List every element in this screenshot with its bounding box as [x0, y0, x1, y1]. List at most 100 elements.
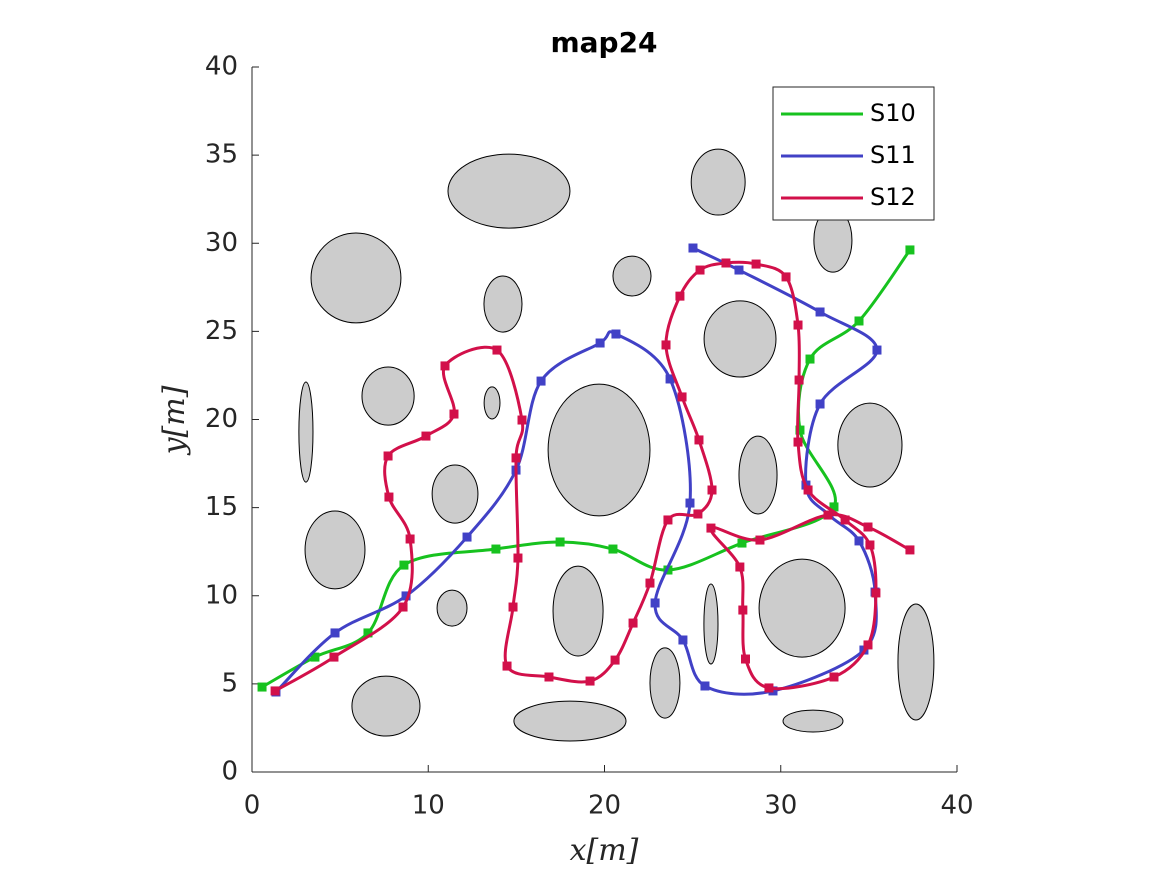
marker	[803, 485, 813, 495]
y-tick-label: 40	[205, 52, 238, 82]
x-tick-label: 40	[940, 791, 973, 821]
marker	[694, 435, 704, 445]
marker	[735, 562, 745, 572]
marker	[815, 307, 825, 317]
marker	[707, 485, 717, 495]
marker	[755, 535, 765, 545]
marker	[677, 392, 687, 402]
marker	[544, 672, 554, 682]
obstacle	[837, 402, 903, 488]
y-tick-label: 25	[205, 316, 238, 346]
obstacle	[351, 675, 421, 737]
marker	[734, 265, 744, 275]
marker	[685, 498, 695, 508]
marker	[663, 515, 673, 525]
marker	[536, 376, 546, 386]
marker	[840, 515, 850, 525]
marker	[863, 522, 873, 532]
marker	[751, 259, 761, 269]
marker	[610, 655, 620, 665]
marker	[872, 345, 882, 355]
marker	[741, 654, 750, 664]
y-axis-label: y[m]	[157, 385, 192, 456]
marker	[595, 338, 605, 348]
marker	[721, 258, 731, 268]
marker	[491, 544, 501, 554]
obstacle	[483, 386, 501, 420]
obstacle	[703, 300, 777, 378]
obstacle	[552, 565, 604, 657]
obstacle	[361, 366, 415, 426]
marker	[793, 437, 803, 447]
marker	[508, 602, 518, 612]
marker	[645, 578, 655, 588]
marker	[661, 340, 671, 350]
obstacle	[738, 435, 778, 515]
marker	[693, 509, 703, 519]
y-tick-label: 20	[205, 404, 238, 434]
marker	[398, 602, 408, 612]
x-tick-label: 20	[588, 791, 621, 821]
marker	[384, 492, 394, 502]
marker	[695, 265, 705, 275]
marker	[363, 628, 373, 638]
marker	[706, 523, 716, 533]
obstacle	[431, 464, 479, 524]
marker	[815, 399, 825, 409]
obstacle	[612, 255, 652, 297]
y-tick-label: 15	[205, 492, 238, 522]
marker	[665, 374, 675, 384]
marker	[793, 320, 803, 330]
marker	[678, 635, 688, 645]
y-tick-label: 0	[221, 757, 238, 787]
marker	[511, 453, 521, 463]
obstacle	[703, 583, 719, 665]
x-tick-label: 0	[244, 791, 261, 821]
marker	[854, 316, 864, 326]
marker	[399, 560, 409, 570]
obstacle	[547, 383, 651, 517]
obstacle	[897, 603, 935, 721]
marker	[405, 534, 415, 544]
legend-label: S12	[870, 183, 916, 211]
marker	[517, 415, 527, 425]
marker	[421, 431, 431, 441]
marker	[738, 605, 748, 615]
marker	[555, 537, 565, 547]
chart-title: map24	[550, 26, 657, 59]
marker	[585, 676, 595, 686]
marker	[905, 545, 915, 555]
obstacle	[298, 381, 314, 483]
obstacle	[782, 709, 844, 733]
marker	[794, 375, 804, 385]
marker	[688, 243, 698, 253]
marker	[310, 652, 320, 662]
marker	[700, 681, 710, 691]
marker	[764, 683, 774, 693]
obstacle	[483, 275, 523, 333]
marker	[854, 536, 864, 546]
x-axis-label: x[m]	[570, 833, 639, 868]
marker	[863, 640, 873, 650]
legend-label: S10	[870, 99, 916, 127]
x-tick-label: 10	[412, 791, 445, 821]
y-tick-label: 5	[221, 668, 238, 698]
obstacle	[436, 589, 468, 627]
marker	[829, 672, 839, 682]
marker	[737, 538, 747, 548]
marker	[401, 591, 411, 601]
y-tick-label: 10	[205, 580, 238, 610]
obstacle	[758, 558, 846, 658]
marker	[675, 291, 685, 301]
marker	[829, 502, 839, 512]
marker	[270, 686, 280, 696]
marker	[823, 510, 833, 520]
marker	[905, 245, 915, 255]
marker	[871, 588, 881, 598]
marker	[650, 598, 660, 608]
marker	[502, 661, 512, 671]
marker	[608, 544, 618, 554]
marker	[440, 361, 450, 371]
marker	[492, 345, 502, 355]
